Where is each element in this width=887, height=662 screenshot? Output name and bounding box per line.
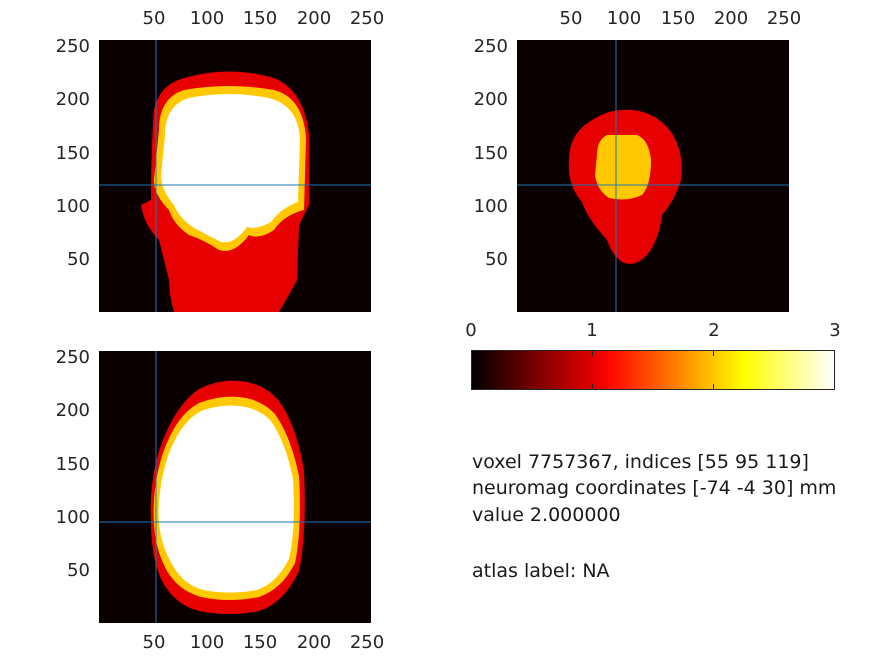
axial-slice-panel[interactable] xyxy=(99,351,371,623)
sagittal-x-tick: 50 xyxy=(559,8,583,29)
colorbar-tickmark xyxy=(471,350,472,356)
sagittal-x-tick: 250 xyxy=(766,8,802,29)
axial-y-tick: 200 xyxy=(55,400,90,421)
colorbar-tick: 2 xyxy=(708,320,720,341)
colorbar-tickmark xyxy=(592,350,593,356)
sagittal-y-tick: 250 xyxy=(473,36,508,57)
colorbar-tick: 0 xyxy=(465,320,477,341)
sagittal-y-tick: 200 xyxy=(473,89,508,110)
value-info-line: value 2.000000 xyxy=(472,504,621,526)
axial-x-tick: 150 xyxy=(242,632,278,653)
axial-x-tick: 100 xyxy=(189,632,225,653)
axial-y-tick: 250 xyxy=(55,347,90,368)
coordinates-info-line: neuromag coordinates [-74 -4 30] mm xyxy=(472,477,837,499)
coronal-x-tick: 100 xyxy=(189,8,225,29)
axial-x-tick: 50 xyxy=(142,632,166,653)
coronal-white-region xyxy=(161,94,300,243)
sagittal-slice-image xyxy=(517,40,789,312)
coronal-y-tick: 50 xyxy=(67,249,90,270)
coronal-x-tick: 200 xyxy=(296,8,332,29)
sagittal-y-tick: 50 xyxy=(485,249,508,270)
colorbar-tickmark xyxy=(834,350,835,356)
sagittal-y-tick: 150 xyxy=(473,143,508,164)
coronal-y-tick: 100 xyxy=(55,196,90,217)
colorbar xyxy=(471,350,835,390)
sagittal-x-tick: 100 xyxy=(606,8,642,29)
atlas-label-line: atlas label: NA xyxy=(472,560,610,582)
voxel-info-line: voxel 7757367, indices [55 95 119] xyxy=(472,451,809,473)
coronal-slice-image xyxy=(99,40,371,312)
axial-x-tick: 250 xyxy=(349,632,385,653)
sagittal-x-tick: 200 xyxy=(713,8,749,29)
sagittal-slice-panel[interactable] xyxy=(517,40,789,312)
colorbar-tick: 1 xyxy=(586,320,598,341)
colorbar-tickmark xyxy=(592,384,593,390)
axial-y-tick: 50 xyxy=(67,560,90,581)
coronal-slice-panel[interactable] xyxy=(99,40,371,312)
axial-white-region xyxy=(158,405,294,593)
colorbar-tick: 3 xyxy=(829,320,841,341)
coronal-y-tick: 250 xyxy=(55,36,90,57)
colorbar-tickmark xyxy=(713,384,714,390)
sagittal-y-tick: 100 xyxy=(473,196,508,217)
axial-y-tick: 100 xyxy=(55,507,90,528)
coronal-x-tick: 50 xyxy=(142,8,166,29)
coronal-y-tick: 200 xyxy=(55,89,90,110)
coronal-x-tick: 150 xyxy=(242,8,278,29)
sagittal-yellow-region xyxy=(595,135,651,200)
axial-x-tick: 200 xyxy=(296,632,332,653)
axial-y-tick: 150 xyxy=(55,454,90,475)
axial-slice-image xyxy=(99,351,371,623)
coronal-y-tick: 150 xyxy=(55,143,90,164)
sagittal-x-tick: 150 xyxy=(660,8,696,29)
colorbar-tickmark xyxy=(713,350,714,356)
coronal-x-tick: 250 xyxy=(349,8,385,29)
